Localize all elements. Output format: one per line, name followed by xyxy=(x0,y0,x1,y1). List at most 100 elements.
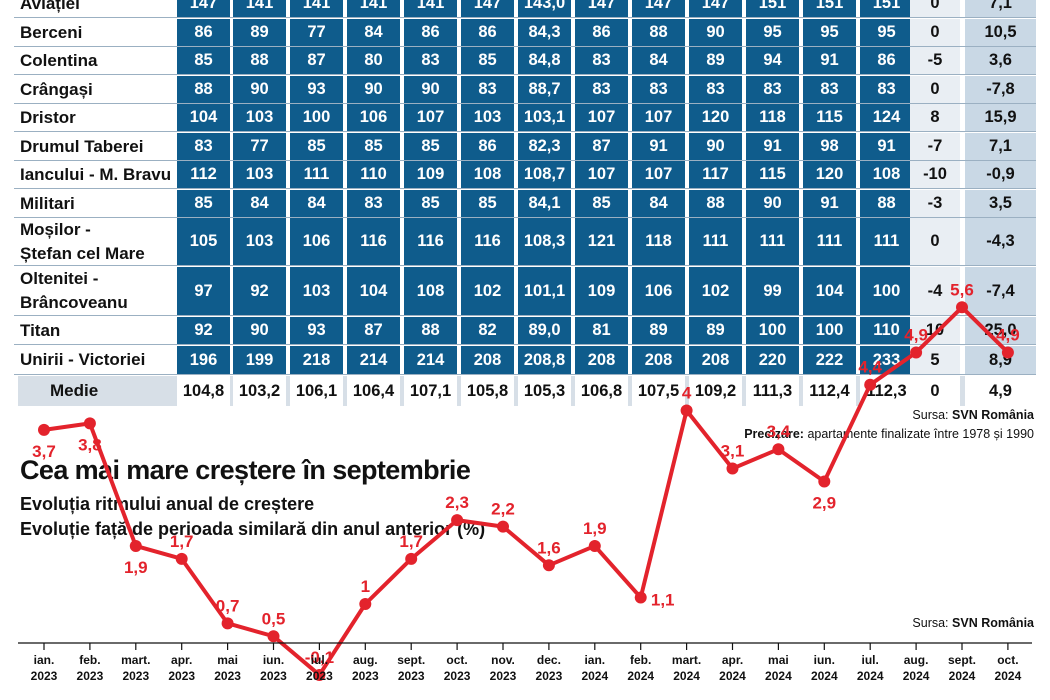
data-point xyxy=(405,552,418,565)
table-cell: 107 xyxy=(632,161,685,188)
data-label: 1,9 xyxy=(583,519,607,538)
data-label: 4,9 xyxy=(996,325,1020,344)
data-point xyxy=(772,443,785,456)
table-cell: 109,2 xyxy=(689,376,742,406)
data-label: 3,8 xyxy=(78,435,102,454)
row-label: Drumul Taberei xyxy=(20,133,143,160)
table-row: Crângași 88 90 93 90 90 83 88,7 83 83 83 83 83 83 0 -7,… xyxy=(14,76,1036,104)
x-tick-label: apr. xyxy=(171,653,192,667)
table-cell: 83 xyxy=(689,76,742,103)
table-cell-change-abs: 10 xyxy=(910,317,960,344)
data-label: 1,1 xyxy=(651,591,675,610)
table-cell: 80 xyxy=(347,47,400,74)
table-cell: 83 xyxy=(632,76,685,103)
table-note: Precizare: apartamente finalizate între … xyxy=(744,427,1034,441)
x-tick-label: mai xyxy=(217,653,238,667)
table-cell: 97 xyxy=(177,267,230,315)
table-cell: 104 xyxy=(803,267,856,315)
table-cell-change-abs: -3 xyxy=(910,190,960,217)
table-cell-change-pct: 10,5 xyxy=(965,19,1036,46)
data-label: 3,1 xyxy=(721,442,745,461)
table-cell: 106 xyxy=(290,218,343,265)
row-label-line: Colentina xyxy=(20,50,98,70)
table-cell: 90 xyxy=(689,133,742,160)
table-cell: 82 xyxy=(461,317,514,344)
row-label: Medie xyxy=(20,376,98,406)
table-cell-change-abs: 0 xyxy=(910,218,960,265)
table-cell: 107,1 xyxy=(404,376,457,406)
table-cell: 103 xyxy=(233,161,286,188)
table-cell: 147 xyxy=(632,0,685,17)
chart-title: Cea mai mare creștere în septembrie xyxy=(20,455,471,485)
data-label: 3,4 xyxy=(767,422,791,441)
table-cell: 91 xyxy=(746,133,799,160)
row-label-line: Medie xyxy=(50,381,99,400)
data-point xyxy=(956,301,968,314)
table-cell: 110 xyxy=(860,317,913,344)
table-cell: 112 xyxy=(177,161,230,188)
table-cell: 83 xyxy=(404,47,457,74)
table-cell: 86 xyxy=(860,47,913,74)
data-point xyxy=(267,630,280,643)
table-cell: 86 xyxy=(461,19,514,46)
table-cell: 77 xyxy=(233,133,286,160)
x-tick-label: 2024 xyxy=(949,669,976,683)
row-label-line: Moșilor - xyxy=(20,219,91,239)
table-cell: 106,1 xyxy=(290,376,343,406)
table-cell: 100 xyxy=(290,104,343,131)
x-tick-label: 2024 xyxy=(581,669,608,683)
x-tick-label: 2024 xyxy=(627,669,654,683)
data-point xyxy=(129,539,142,552)
x-tick-label: iun. xyxy=(263,653,284,667)
table-cell: 222 xyxy=(803,346,856,374)
table-cell: 102 xyxy=(689,267,742,315)
table-cell: 109 xyxy=(404,161,457,188)
x-tick-label: 2024 xyxy=(857,669,884,683)
table-cell: 90 xyxy=(233,76,286,103)
table-cell: 208 xyxy=(575,346,628,374)
x-tick-label: 2024 xyxy=(673,669,700,683)
data-label: 2,3 xyxy=(445,493,469,512)
table-cell: 105,8 xyxy=(461,376,514,406)
table-cell: 91 xyxy=(860,133,913,160)
row-label-line: Ștefan cel Mare xyxy=(20,243,145,263)
table-cell: 100 xyxy=(803,317,856,344)
data-label: 1,6 xyxy=(537,538,561,557)
data-point xyxy=(1001,346,1014,359)
row-label-line: Dristor xyxy=(20,107,76,127)
table-cell-change-abs: 0 xyxy=(910,376,960,406)
table-row: Drumul Taberei 83 77 85 85 85 86 82,3 87 91 90 91 98… xyxy=(14,133,1036,161)
x-tick-label: apr. xyxy=(722,653,743,667)
data-label: 3,7 xyxy=(32,442,56,461)
table-cell-change-abs: 0 xyxy=(910,19,960,46)
x-tick-label: feb. xyxy=(630,653,651,667)
series-line xyxy=(43,305,1010,677)
table-cell-change-abs: -7 xyxy=(910,133,960,160)
row-label: Moșilor - Ștefan cel Mare xyxy=(20,218,145,265)
table-cell: 103 xyxy=(290,267,343,315)
table-cell: 84,3 xyxy=(518,19,571,46)
table-cell: 108,7 xyxy=(518,161,571,188)
table-cell: 90 xyxy=(233,317,286,344)
table-cell: 151 xyxy=(746,0,799,17)
table-row: Iancului - M. Bravu 112 103 111 110 109 108 108… xyxy=(14,161,1036,189)
table-cell-change-pct: 7,1 xyxy=(965,133,1036,160)
table-cell: 107,5 xyxy=(632,376,685,406)
data-label: 1,9 xyxy=(124,558,148,577)
row-label-line: Drumul Taberei xyxy=(20,136,144,156)
table-cell: 95 xyxy=(803,19,856,46)
table-cell: 103 xyxy=(233,218,286,265)
table-cell: 82,3 xyxy=(518,133,571,160)
data-point xyxy=(451,514,464,527)
table-cell: 91 xyxy=(803,47,856,74)
table-cell: 83 xyxy=(575,76,628,103)
x-tick-label: mart. xyxy=(121,653,150,667)
x-tick-label: mart. xyxy=(672,653,701,667)
table-cell: 116 xyxy=(347,218,400,265)
table-cell: 88 xyxy=(404,317,457,344)
table-cell: 103,2 xyxy=(233,376,286,406)
table-cell: 83 xyxy=(461,76,514,103)
table-cell: 105,3 xyxy=(518,376,571,406)
x-tick-label: 2023 xyxy=(490,669,517,683)
